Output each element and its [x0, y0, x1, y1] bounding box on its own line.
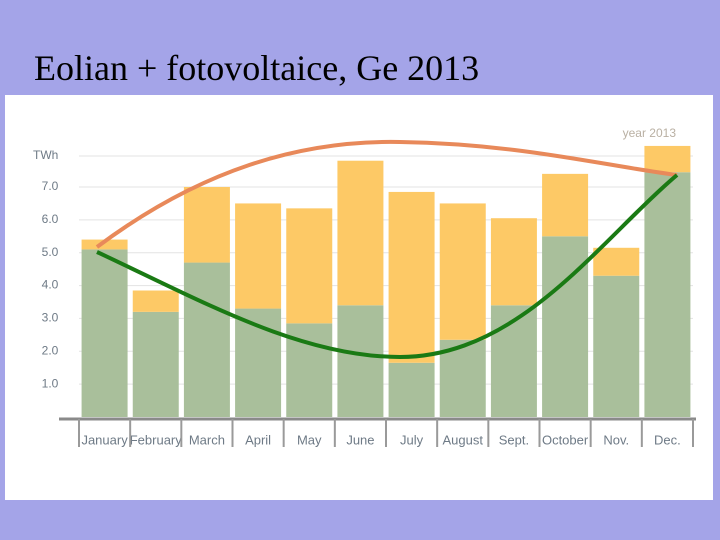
x-tick-label: February — [130, 432, 183, 447]
y-tick-label: 5.0 — [42, 245, 59, 259]
x-tick-label: Nov. — [603, 432, 629, 447]
x-tick-label: April — [245, 432, 271, 447]
bar-segment — [593, 275, 640, 417]
bar-segment — [81, 239, 128, 250]
bar-segment — [490, 218, 537, 306]
y-tick-label: 2.0 — [42, 343, 59, 357]
y-tick-label: 7.0 — [42, 179, 59, 193]
bar-segment — [593, 247, 640, 276]
bar-segment — [439, 203, 486, 340]
bar-segment — [183, 187, 230, 263]
x-tick-label: March — [189, 432, 225, 447]
slide-title: Eolian + fotovoltaice, Ge 2013 — [34, 48, 479, 88]
y-axis-label: TWh — [33, 148, 58, 162]
x-tick-label: August — [443, 432, 484, 447]
annotation: year 2013 — [623, 126, 677, 140]
bar-segment — [81, 249, 128, 417]
bar-segment — [132, 290, 179, 312]
y-tick-label: 6.0 — [42, 212, 59, 226]
x-tick-label: January — [81, 432, 128, 447]
orange-curve — [95, 139, 678, 249]
bar-segment — [388, 362, 435, 417]
green-curve — [96, 173, 679, 360]
y-tick-label: 1.0 — [42, 376, 59, 390]
x-tick-label: July — [400, 432, 424, 447]
bar-segment — [542, 236, 589, 417]
bar-segment — [337, 305, 384, 417]
bar-segment — [183, 262, 230, 417]
x-tick-label: Dec. — [654, 432, 681, 447]
bar-segment — [286, 208, 333, 324]
y-tick-label: 3.0 — [42, 311, 59, 325]
bar-segment — [644, 172, 691, 417]
bar-segment — [490, 305, 537, 417]
plot: 1.0 2.0 3.0 4.0 5.0 6.0 7.0 January February Marc… — [42, 145, 696, 447]
bar-segment — [132, 311, 179, 417]
x-tick-label: May — [297, 432, 322, 447]
bar-segment — [644, 145, 691, 173]
x-tick-label: June — [346, 432, 374, 447]
x-tick-label: October — [542, 432, 589, 447]
bar-segment — [388, 191, 435, 363]
bar-segment — [235, 203, 282, 309]
y-tick-label: 4.0 — [42, 278, 59, 292]
x-tick-label: Sept. — [499, 432, 529, 447]
bar-segment — [542, 173, 589, 237]
bar-segment — [337, 160, 384, 306]
